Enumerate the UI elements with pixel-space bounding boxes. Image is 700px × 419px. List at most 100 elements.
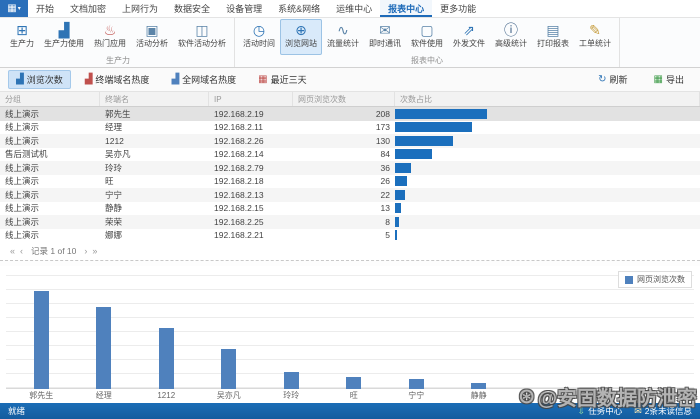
cell-ip: 192.168.2.18	[209, 176, 293, 186]
pagination: « ‹ 记录 1 of 10 › »	[0, 242, 700, 260]
ribbon-button-热门应用[interactable]: ♨热门应用	[89, 19, 131, 55]
legend-color-swatch	[625, 276, 633, 284]
ribbon-button-软件使用[interactable]: ▢软件使用	[406, 19, 448, 55]
prev-page-icon[interactable]: ‹	[20, 246, 23, 256]
ribbon-button-即时通讯[interactable]: ✉即时通讯	[364, 19, 406, 55]
menu-tab-文档加密[interactable]: 文档加密	[62, 0, 114, 17]
unread-messages-button[interactable]: ✉ 2条未读信息	[634, 405, 692, 417]
menu-bar: ▦ ▾ 开始文档加密上网行为数据安全设备管理系统&网络运维中心报表中心更多功能	[0, 0, 700, 18]
chart-bar-slot: 旺	[323, 274, 386, 402]
table-row[interactable]: 线上演示郭先生192.168.2.19208	[0, 107, 700, 121]
table-row[interactable]: 线上演示荣荣192.168.2.258	[0, 215, 700, 229]
ribbon-button-外发文件[interactable]: ⇗外发文件	[448, 19, 490, 55]
last-page-icon[interactable]: »	[92, 246, 97, 256]
ribbon-button-高级统计[interactable]: ⓘ高级统计	[490, 19, 532, 55]
ribbon-button-label: 高级统计	[495, 39, 527, 49]
cell-count: 13	[293, 203, 395, 213]
ribbon-button-label: 工单统计	[579, 39, 611, 49]
proportion-bar	[395, 203, 401, 213]
table-row[interactable]: 线上演示经理192.168.2.11173	[0, 121, 700, 135]
proportion-bar	[395, 136, 453, 146]
ribbon-button-label: 软件使用	[411, 39, 443, 49]
ribbon-group-buttons: ⊞生产力▟生产力使用♨热门应用▣活动分析◫软件活动分析	[5, 19, 231, 55]
menu-tab-报表中心[interactable]: 报表中心	[380, 0, 432, 17]
ribbon-button-活动分析[interactable]: ▣活动分析	[131, 19, 173, 55]
ribbon-button-打印报表[interactable]: ▤打印报表	[532, 19, 574, 55]
ribbon-button-工单统计[interactable]: ✎工单统计	[574, 19, 616, 55]
unread-messages-label: 2条未读信息	[645, 405, 692, 417]
toolbar-button-浏览次数[interactable]: ▟浏览次数	[8, 70, 71, 89]
menu-tab-运维中心[interactable]: 运维中心	[328, 0, 380, 17]
task-center-label: 任务中心	[588, 405, 622, 417]
table-row[interactable]: 线上演示旺192.168.2.1826	[0, 175, 700, 189]
chart-bar[interactable]	[221, 349, 236, 389]
cell-proportion-bar	[395, 163, 700, 173]
ribbon-button-活动时间[interactable]: ◷活动时间	[238, 19, 280, 55]
ribbon-button-生产力使用[interactable]: ▟生产力使用	[39, 19, 89, 55]
network-domain-heat-icon: ▟	[171, 75, 179, 85]
toolbar-button-最近三天[interactable]: ▦最近三天	[250, 70, 314, 89]
table-row[interactable]: 售后测试机吴亦凡192.168.2.1484	[0, 148, 700, 162]
toolbar-button-终端域名热度[interactable]: ▟终端域名热度	[77, 70, 158, 89]
x-axis-label: 旺	[350, 389, 358, 402]
proportion-bar	[395, 109, 487, 119]
cell-ip: 192.168.2.13	[209, 190, 293, 200]
chart-bar-slot: 宁宁	[385, 274, 448, 402]
report-toolbar: ▟浏览次数 ▟终端域名热度 ▟全网域名热度 ▦最近三天 ↻ 刷新 ▦ 导出	[0, 68, 700, 92]
browse-count-chart: 郭先生经理1212吴亦凡玲玲旺宁宁静静 网页浏览次数	[0, 266, 700, 403]
task-center-icon: ⇩	[578, 406, 586, 417]
first-page-icon[interactable]: «	[10, 246, 15, 256]
ribbon-button-生产力[interactable]: ⊞生产力	[5, 19, 39, 55]
column-header-网页浏览次数[interactable]: 网页浏览次数	[293, 92, 395, 106]
chat-bubble-icon: ✉	[379, 22, 391, 39]
column-header-IP[interactable]: IP	[209, 92, 293, 106]
proportion-bar	[395, 163, 411, 173]
menu-tab-上网行为[interactable]: 上网行为	[114, 0, 166, 17]
chart-bar-slot: 吴亦凡	[198, 274, 261, 402]
menu-tab-数据安全[interactable]: 数据安全	[166, 0, 218, 17]
cell-count: 8	[293, 217, 395, 227]
table-row[interactable]: 线上演示宁宁192.168.2.1322	[0, 188, 700, 202]
cell-name: 经理	[100, 121, 209, 133]
column-header-分组[interactable]: 分组	[0, 92, 100, 106]
toolbar-button-全网域名热度[interactable]: ▟全网域名热度	[163, 70, 244, 89]
ribbon-button-label: 流量统计	[327, 39, 359, 49]
export-label: 导出	[666, 73, 684, 86]
ribbon-button-label: 活动分析	[136, 39, 168, 49]
cell-group: 售后测试机	[0, 148, 100, 160]
chart-bar[interactable]	[96, 307, 111, 389]
next-page-icon[interactable]: ›	[84, 246, 87, 256]
menu-tab-开始[interactable]: 开始	[28, 0, 62, 17]
refresh-icon: ↻	[598, 75, 606, 85]
ribbon-group-label: 生产力	[5, 55, 231, 67]
x-axis-label: 1212	[157, 389, 175, 402]
ribbon-button-软件活动分析[interactable]: ◫软件活动分析	[173, 19, 231, 55]
menu-tab-更多功能[interactable]: 更多功能	[432, 0, 484, 17]
cell-proportion-bar	[395, 217, 700, 227]
task-center-button[interactable]: ⇩ 任务中心	[578, 405, 623, 417]
ribbon-button-流量统计[interactable]: ∿流量统计	[322, 19, 364, 55]
chart-bar[interactable]	[284, 372, 299, 389]
cell-name: 吴亦凡	[100, 148, 209, 160]
export-button[interactable]: ▦ 导出	[646, 70, 692, 89]
table-row[interactable]: 线上演示玲玲192.168.2.7936	[0, 161, 700, 175]
app-menu-button[interactable]: ▦ ▾	[0, 0, 28, 17]
chart-bar[interactable]	[34, 291, 49, 389]
table-row[interactable]: 线上演示娜娜192.168.2.215	[0, 229, 700, 243]
menu-tab-设备管理[interactable]: 设备管理	[218, 0, 270, 17]
cell-name: 郭先生	[100, 108, 209, 120]
grid-icon: ⊞	[16, 22, 28, 39]
column-header-次数占比[interactable]: 次数占比	[395, 92, 700, 106]
cell-name: 娜娜	[100, 229, 209, 241]
ribbon-button-浏览网站[interactable]: ⊕浏览网站	[280, 19, 322, 55]
table-row[interactable]: 线上演示1212192.168.2.26130	[0, 134, 700, 148]
menu-tab-系统&网络[interactable]: 系统&网络	[270, 0, 328, 17]
chart-bar[interactable]	[346, 377, 361, 389]
refresh-button[interactable]: ↻ 刷新	[590, 70, 635, 89]
table-row[interactable]: 线上演示静静192.168.2.1513	[0, 202, 700, 216]
ribbon-button-label: 外发文件	[453, 39, 485, 49]
chart-bar[interactable]	[159, 328, 174, 389]
chart-bar[interactable]	[409, 379, 424, 389]
ribbon-group-buttons: ◷活动时间⊕浏览网站∿流量统计✉即时通讯▢软件使用⇗外发文件ⓘ高级统计▤打印报表…	[238, 19, 616, 55]
column-header-终端名[interactable]: 终端名	[100, 92, 209, 106]
